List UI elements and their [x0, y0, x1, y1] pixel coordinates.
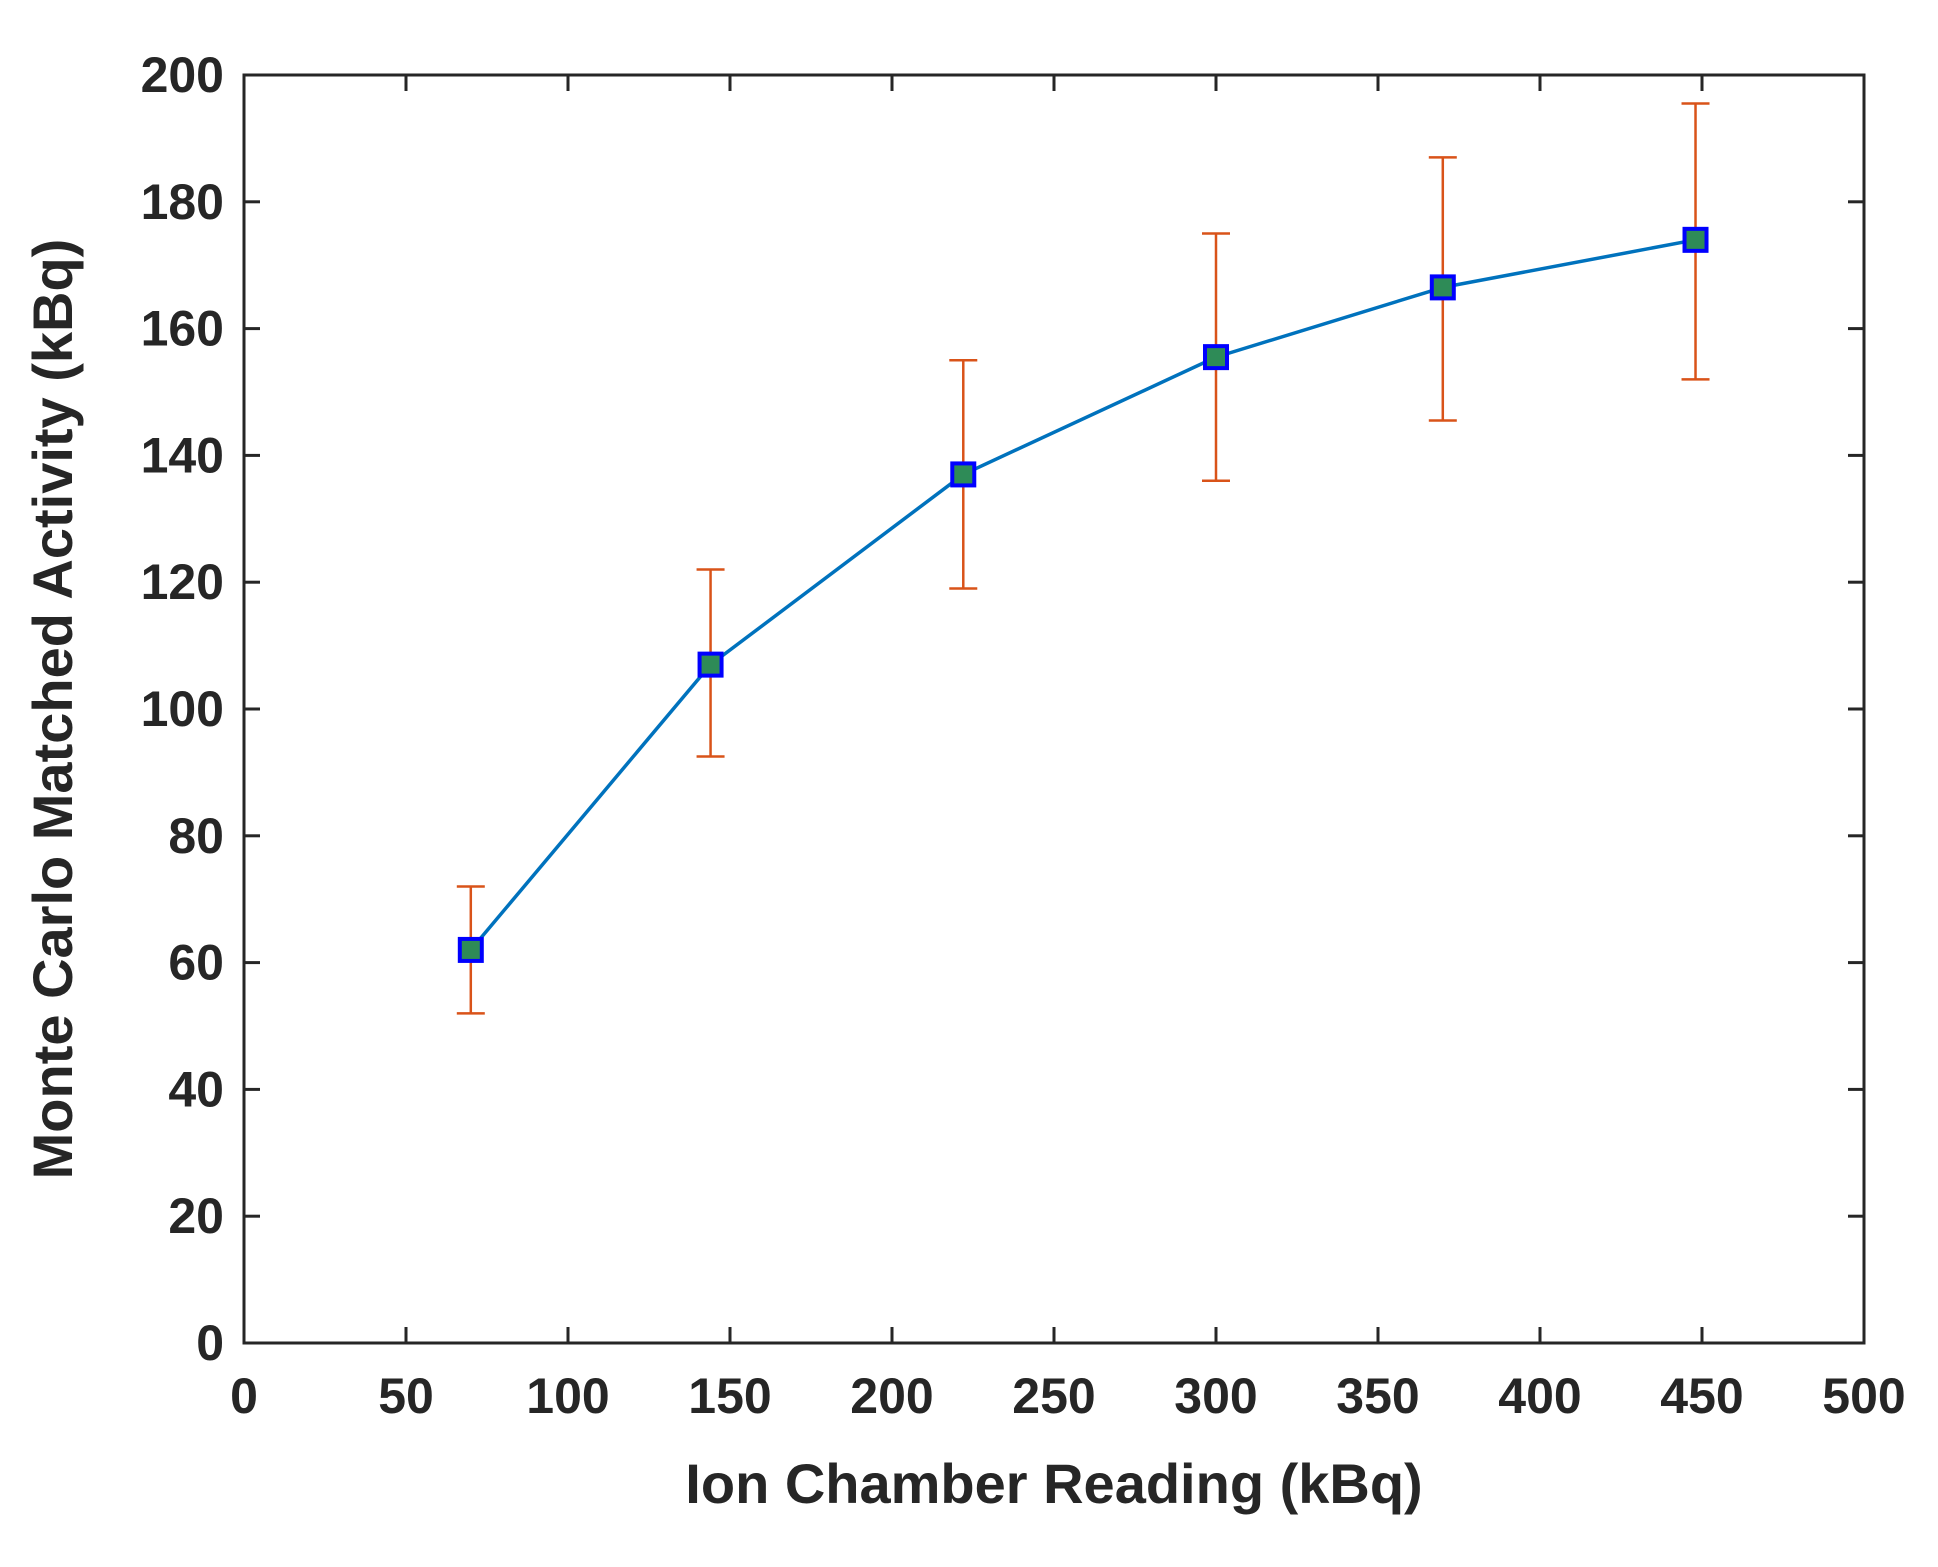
y-tick-label: 80	[168, 808, 224, 864]
x-tick-label: 150	[688, 1368, 771, 1424]
x-tick-label: 0	[230, 1368, 258, 1424]
x-tick-label: 50	[378, 1368, 434, 1424]
series-line	[469, 238, 1696, 952]
x-tick-label: 250	[1012, 1368, 1095, 1424]
data-point-marker	[950, 461, 977, 488]
data-point-marker	[457, 936, 484, 963]
x-axis-title: Ion Chamber Reading (kBq)	[685, 1452, 1422, 1515]
data-point-marker	[697, 651, 724, 678]
x-tick-label: 350	[1336, 1368, 1419, 1424]
y-tick-label: 140	[141, 427, 224, 483]
y-tick-label: 180	[141, 174, 224, 230]
data-point-marker	[1682, 226, 1709, 253]
x-tick-label: 500	[1822, 1368, 1905, 1424]
x-axis-ticks: 0 50 100 150 200 250 300 350 400 450 500	[230, 75, 1906, 1424]
y-tick-label: 40	[168, 1061, 224, 1117]
x-tick-label: 100	[526, 1368, 609, 1424]
y-tick-label: 200	[141, 47, 224, 103]
y-tick-label: 100	[141, 681, 224, 737]
y-tick-label: 0	[196, 1315, 224, 1371]
data-point-marker	[1429, 274, 1456, 301]
data-point-marker	[1203, 344, 1229, 371]
x-tick-label: 400	[1498, 1368, 1581, 1424]
data-markers	[457, 226, 1709, 963]
y-axis-ticks: 0 20 40 60 80 100 120 140 160 180 200	[141, 47, 1864, 1371]
y-tick-label: 60	[168, 935, 224, 991]
series-line-group	[469, 238, 1696, 952]
x-tick-label: 200	[850, 1368, 933, 1424]
x-tick-label: 450	[1660, 1368, 1743, 1424]
y-tick-label: 120	[141, 554, 224, 610]
x-tick-label: 300	[1174, 1368, 1257, 1424]
y-axis-title: Monte Carlo Matched Activity (kBq)	[21, 239, 84, 1180]
y-tick-label: 160	[141, 301, 224, 357]
y-tick-label: 20	[168, 1188, 224, 1244]
